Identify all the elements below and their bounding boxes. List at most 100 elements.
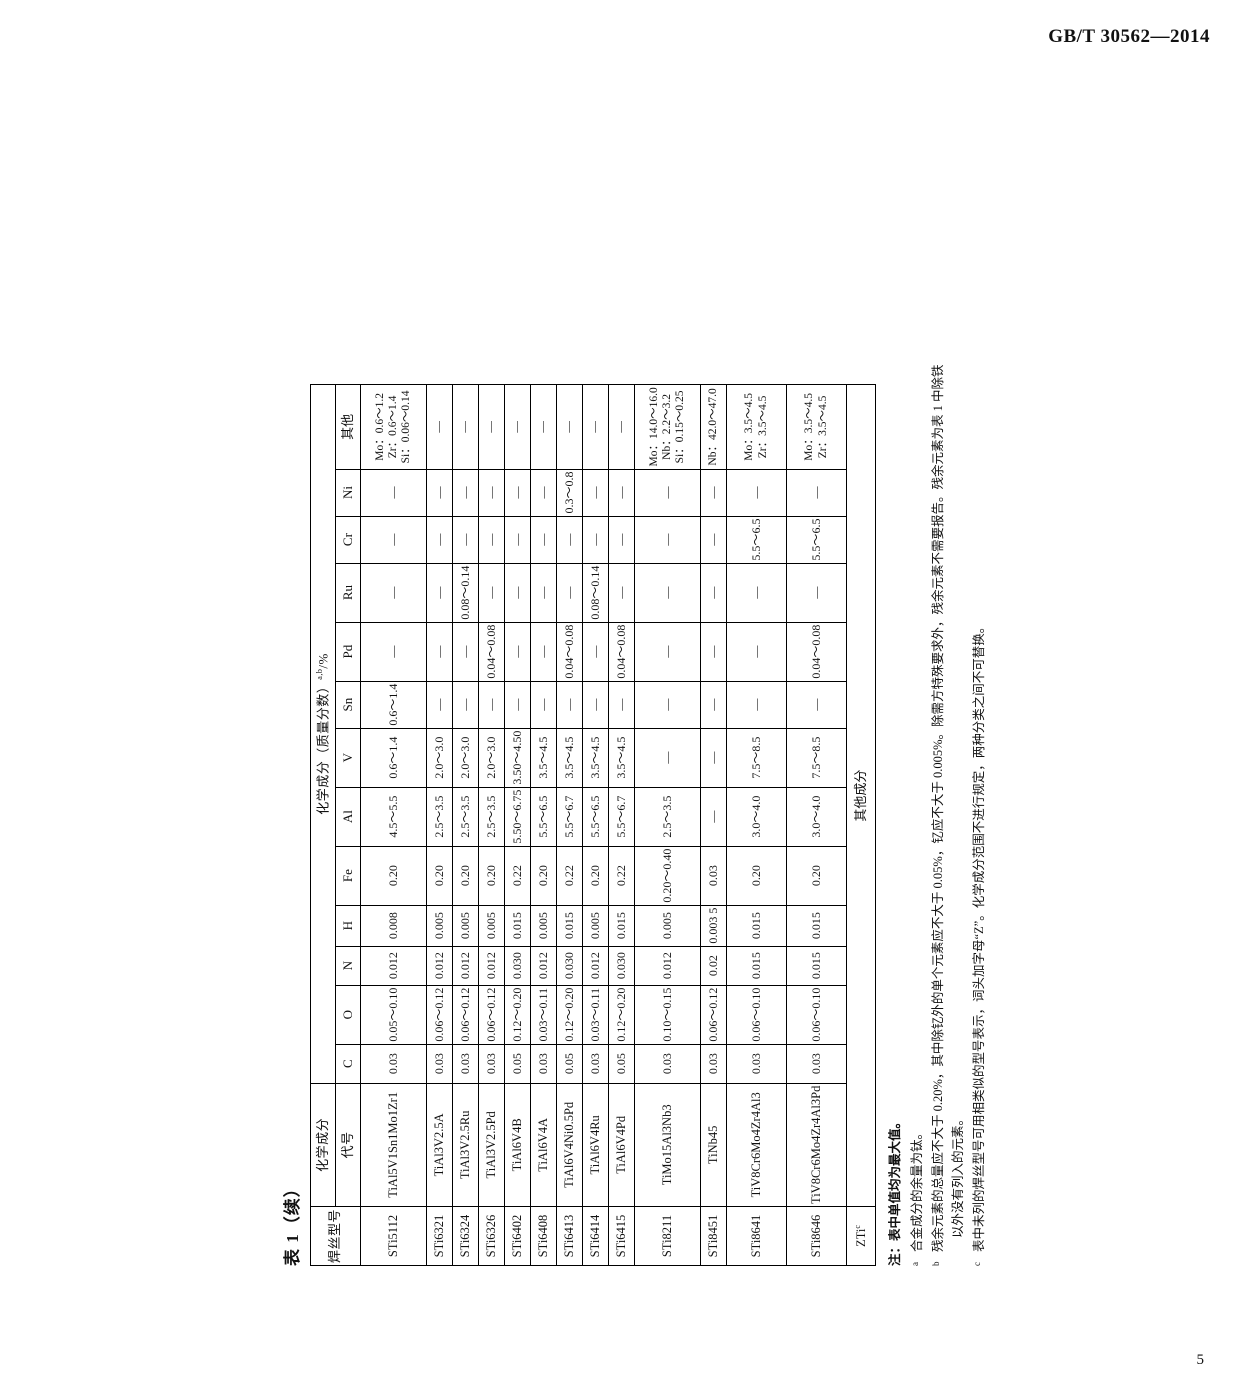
cell-other: — bbox=[608, 384, 635, 469]
cell-pd: — bbox=[700, 621, 727, 681]
table-row: STi6402 TiAl6V4B 0.05 0.12～0.20 0.030 0.015 0.… bbox=[504, 384, 531, 1265]
cell-cr: — bbox=[582, 515, 609, 563]
cell-other: Nb：42.0～47.0 bbox=[700, 384, 727, 469]
col-header-Al: Al bbox=[335, 786, 361, 846]
cell-other: — bbox=[478, 384, 505, 469]
cell-model: STi6402 bbox=[504, 1205, 531, 1265]
cell-code: TiMo15Al3Nb3 bbox=[634, 1082, 701, 1206]
cell-other: Mo：3.5～4.5 Zr：3.5～4.5 bbox=[726, 384, 787, 469]
cell-sn: — bbox=[582, 680, 609, 728]
cell-pd: — bbox=[452, 621, 479, 681]
table-title: 表 1（续） bbox=[283, 1178, 302, 1266]
table-row: STi5112 TiAl5V1Sn1Mo1Zr1 0.03 0.05～0.10 0.01… bbox=[360, 384, 427, 1265]
col-header-Ni: Ni bbox=[335, 468, 361, 516]
cell-ni: — bbox=[726, 468, 787, 516]
col-header-V: V bbox=[335, 727, 361, 787]
cell-sn: — bbox=[504, 680, 531, 728]
cell-code: TiV8Cr6Mo4Zr4Al3Pd bbox=[786, 1082, 847, 1206]
cell-ru: — bbox=[504, 562, 531, 622]
table-body: STi5112 TiAl5V1Sn1Mo1Zr1 0.03 0.05～0.10 0.01… bbox=[360, 384, 847, 1265]
cell-al: — bbox=[700, 786, 727, 846]
footnote-text: 残余元素的总量应不大于 0.20%，其中除钇外的单个元素应不大于 0.05%，钇… bbox=[930, 364, 945, 1252]
cell-ru: — bbox=[556, 562, 583, 622]
cell-fe: 0.03 bbox=[700, 845, 727, 905]
cell-o: 0.12～0.20 bbox=[556, 984, 583, 1044]
cell-o: 0.05～0.10 bbox=[360, 984, 427, 1044]
cell-cr: — bbox=[634, 515, 701, 563]
other-line: Si：0.15～0.25 bbox=[674, 390, 687, 463]
cell-v: 2.0～3.0 bbox=[426, 727, 453, 787]
cell-o: 0.06～0.10 bbox=[786, 984, 847, 1044]
cell-sn: — bbox=[426, 680, 453, 728]
cell-cr: — bbox=[452, 515, 479, 563]
cell-pd: 0.04～0.08 bbox=[608, 621, 635, 681]
table-row: STi8211 TiMo15Al3Nb3 0.03 0.10～0.15 0.012 0.0… bbox=[634, 384, 701, 1265]
table-row: STi6326 TiAl3V2.5Pd 0.03 0.06～0.12 0.012 0.00… bbox=[478, 384, 505, 1265]
cell-v: 7.5～8.5 bbox=[726, 727, 787, 787]
cell-ni: — bbox=[634, 468, 701, 516]
cell-v: 3.5～4.5 bbox=[556, 727, 583, 787]
cell-fe: 0.22 bbox=[504, 845, 531, 905]
cell-n: 0.02 bbox=[700, 945, 727, 985]
cell-al: 5.5～6.5 bbox=[530, 786, 557, 846]
cell-model: STi5112 bbox=[360, 1205, 427, 1265]
cell-c: 0.03 bbox=[582, 1043, 609, 1083]
cell-model: STi6321 bbox=[426, 1205, 453, 1265]
col-header-H: H bbox=[335, 904, 361, 946]
cell-ni: — bbox=[426, 468, 453, 516]
cell-fe: 0.22 bbox=[608, 845, 635, 905]
cell-c: 0.03 bbox=[530, 1043, 557, 1083]
cell-other: Mo：3.5～4.5 Zr：3.5～4.5 bbox=[786, 384, 847, 469]
rotated-table-stage: 表 1（续） 焊丝型号 化学成分 化学成分（质量分数）a,b/% 代号 C O … bbox=[270, 64, 986, 1324]
cell-cr: — bbox=[478, 515, 505, 563]
footer-zti-label: ZTi bbox=[854, 1228, 869, 1247]
composition-group-sup: a,b bbox=[314, 668, 324, 680]
cell-fe: 0.20 bbox=[360, 845, 427, 905]
cell-sn: 0.6～1.4 bbox=[360, 680, 427, 728]
cell-v: 3.5～4.5 bbox=[582, 727, 609, 787]
other-line: Mo：14.0～16.0 bbox=[647, 386, 660, 467]
cell-n: 0.012 bbox=[634, 945, 701, 985]
cell-code: TiAl6V4Pd bbox=[608, 1082, 635, 1206]
cell-o: 0.06～0.12 bbox=[478, 984, 505, 1044]
cell-n: 0.012 bbox=[530, 945, 557, 985]
cell-cr: — bbox=[426, 515, 453, 563]
cell-c: 0.05 bbox=[608, 1043, 635, 1083]
cell-pd: — bbox=[360, 621, 427, 681]
cell-c: 0.03 bbox=[452, 1043, 479, 1083]
table-row: STi8451 TiNb45 0.03 0.06～0.12 0.02 0.003 5 0.0… bbox=[700, 384, 727, 1265]
cell-fe: 0.20 bbox=[582, 845, 609, 905]
cell-c: 0.03 bbox=[478, 1043, 505, 1083]
col-header-Ru: Ru bbox=[335, 562, 361, 622]
composition-group-unit: /% bbox=[315, 652, 331, 669]
cell-model: STi6324 bbox=[452, 1205, 479, 1265]
cell-n: 0.015 bbox=[726, 945, 787, 985]
cell-ru: — bbox=[360, 562, 427, 622]
footer-cell-other-composition: 其他成分 bbox=[846, 384, 876, 1206]
cell-c: 0.03 bbox=[426, 1043, 453, 1083]
cell-model: STi8451 bbox=[700, 1205, 727, 1265]
cell-sn: — bbox=[726, 680, 787, 728]
header-column-row: 代号 C O N H Fe Al V Sn Pd Ru Cr Ni 其他 bbox=[335, 384, 361, 1265]
composition-group-label: 化学成分（质量分数） bbox=[315, 679, 331, 815]
cell-fe: 0.20～0.40 bbox=[634, 845, 701, 905]
cell-code: TiNb45 bbox=[700, 1082, 727, 1206]
cell-ru: — bbox=[530, 562, 557, 622]
cell-h: 0.005 bbox=[478, 904, 505, 946]
cell-ni: — bbox=[582, 468, 609, 516]
cell-al: 2.5～3.5 bbox=[452, 786, 479, 846]
cell-pd: — bbox=[582, 621, 609, 681]
other-line: Zr：0.6～1.4 bbox=[386, 395, 399, 458]
cell-fe: 0.20 bbox=[786, 845, 847, 905]
table-head: 焊丝型号 化学成分 化学成分（质量分数）a,b/% 代号 C O N H Fe … bbox=[310, 384, 361, 1265]
other-line: Mo：3.5～4.5 bbox=[743, 392, 756, 461]
col-header-composition-group: 化学成分（质量分数）a,b/% bbox=[310, 384, 336, 1083]
cell-ni: — bbox=[478, 468, 505, 516]
col-header-Pd: Pd bbox=[335, 621, 361, 681]
cell-sn: — bbox=[786, 680, 847, 728]
cell-n: 0.012 bbox=[360, 945, 427, 985]
cell-code: TiAl5V1Sn1Mo1Zr1 bbox=[360, 1082, 427, 1206]
cell-v: 3.50～4.50 bbox=[504, 727, 531, 787]
cell-pd: — bbox=[726, 621, 787, 681]
cell-sn: — bbox=[634, 680, 701, 728]
